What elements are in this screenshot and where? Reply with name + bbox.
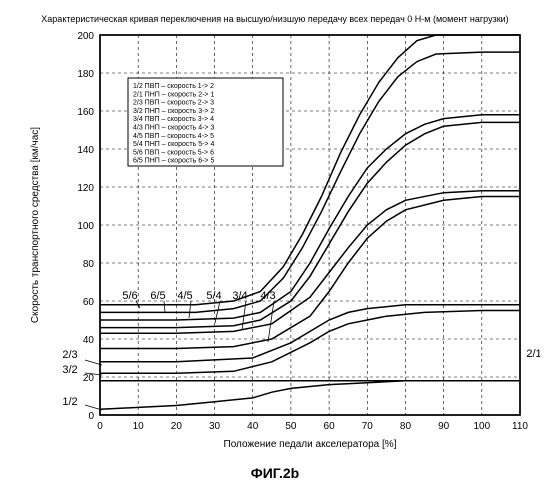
svg-text:80: 80 [83, 259, 95, 270]
svg-text:40: 40 [247, 421, 259, 432]
svg-text:30: 30 [209, 421, 221, 432]
svg-text:5/4 ПНП – скорость 5-> 4: 5/4 ПНП – скорость 5-> 4 [133, 141, 214, 148]
svg-text:6/5 ПНП – скорость 6-> 5: 6/5 ПНП – скорость 6-> 5 [133, 158, 214, 165]
svg-text:100: 100 [473, 421, 490, 432]
svg-text:5/4: 5/4 [206, 290, 221, 302]
svg-text:110: 110 [512, 421, 528, 432]
svg-text:120: 120 [77, 183, 94, 194]
svg-text:3/4: 3/4 [232, 290, 247, 302]
svg-text:4/3 ПНП – скорость 4-> 3: 4/3 ПНП – скорость 4-> 3 [133, 125, 214, 132]
svg-text:20: 20 [171, 421, 183, 432]
svg-text:160: 160 [77, 107, 94, 118]
svg-text:5/6: 5/6 [122, 290, 137, 302]
svg-text:5/6 ПВП – скорость 5-> 6: 5/6 ПВП – скорость 5-> 6 [133, 149, 214, 156]
svg-text:60: 60 [324, 421, 336, 432]
svg-text:2/1: 2/1 [526, 348, 540, 360]
svg-text:Характеристическая кривая пере: Характеристическая кривая переключения н… [41, 14, 508, 24]
svg-text:Скорость транспортного средств: Скорость транспортного средства [км/час] [30, 127, 41, 323]
svg-text:100: 100 [77, 221, 94, 232]
svg-text:2/3: 2/3 [62, 349, 77, 361]
svg-text:2/3 ПВП – скорость 2-> 3: 2/3 ПВП – скорость 2-> 3 [133, 100, 214, 107]
svg-text:ФИГ.2b: ФИГ.2b [251, 465, 299, 481]
svg-text:50: 50 [285, 421, 297, 432]
svg-text:60: 60 [83, 297, 95, 308]
chart-container: Характеристическая кривая переключения н… [10, 10, 540, 490]
svg-text:90: 90 [438, 421, 450, 432]
svg-text:80: 80 [400, 421, 412, 432]
svg-text:10: 10 [133, 421, 145, 432]
svg-text:4/5: 4/5 [177, 290, 192, 302]
svg-text:40: 40 [83, 335, 95, 346]
svg-text:3/2: 3/2 [62, 364, 77, 376]
svg-text:1/2: 1/2 [62, 396, 77, 408]
shift-curve-chart: Характеристическая кривая переключения н… [10, 10, 540, 490]
svg-text:4/3: 4/3 [260, 290, 275, 302]
svg-text:70: 70 [362, 421, 374, 432]
svg-text:6/5: 6/5 [150, 290, 165, 302]
svg-text:180: 180 [77, 69, 94, 80]
svg-text:1/2 ПВП – скорость 1-> 2: 1/2 ПВП – скорость 1-> 2 [133, 83, 214, 90]
svg-text:3/2 ПНП – скорость 3-> 2: 3/2 ПНП – скорость 3-> 2 [133, 108, 214, 115]
svg-text:20: 20 [83, 373, 95, 384]
svg-text:140: 140 [77, 145, 94, 156]
svg-text:Положение педали акселератора: Положение педали акселератора [%] [224, 439, 397, 450]
svg-text:200: 200 [77, 31, 94, 42]
svg-text:3/4 ПВП – скорость 3-> 4: 3/4 ПВП – скорость 3-> 4 [133, 116, 214, 123]
svg-text:2/1 ПНП – скорость 2-> 1: 2/1 ПНП – скорость 2-> 1 [133, 91, 214, 98]
svg-text:0: 0 [97, 421, 103, 432]
svg-text:0: 0 [88, 411, 94, 422]
svg-text:4/5 ПВП – скорость 4-> 5: 4/5 ПВП – скорость 4-> 5 [133, 133, 214, 140]
